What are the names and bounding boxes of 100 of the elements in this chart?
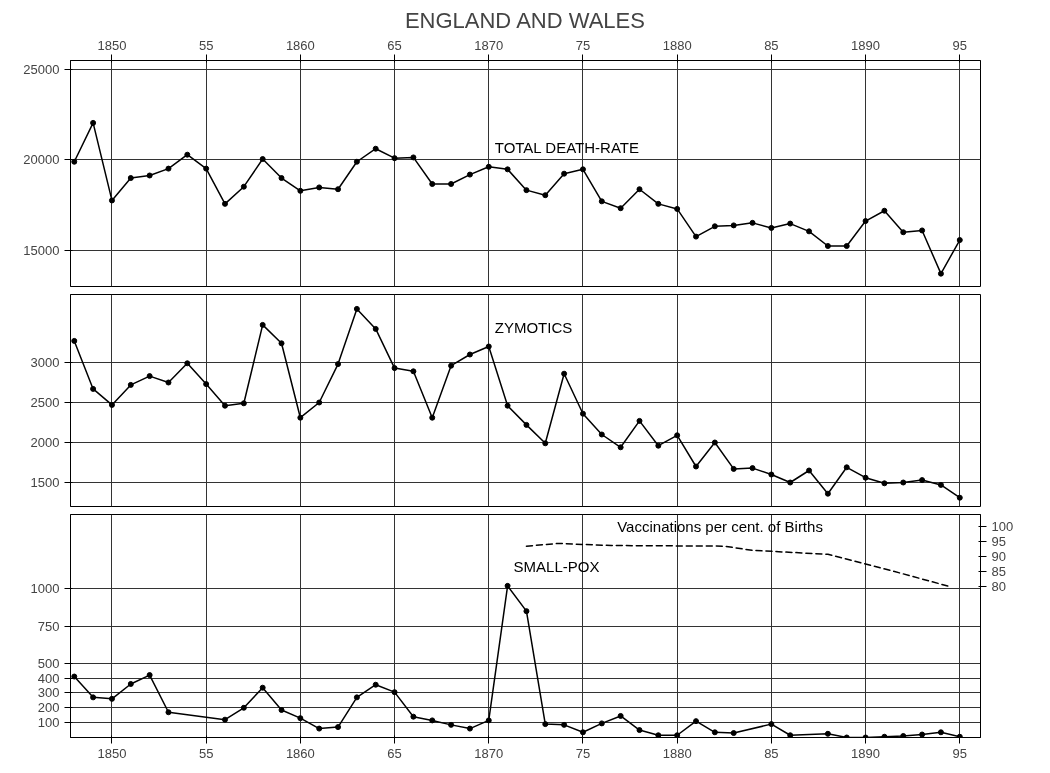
point <box>353 694 360 701</box>
point <box>523 187 530 194</box>
point <box>937 481 944 488</box>
x-tick-label: 65 <box>387 37 402 53</box>
point <box>523 421 530 428</box>
point <box>900 229 907 236</box>
x-tick-label: 1880 <box>662 745 692 761</box>
point <box>448 180 455 187</box>
point <box>485 717 492 724</box>
point <box>316 184 323 191</box>
point <box>542 192 549 199</box>
point <box>90 119 97 126</box>
point <box>240 183 247 190</box>
point <box>561 721 568 728</box>
y-tick-label: 15000 <box>23 242 60 258</box>
point <box>881 480 888 487</box>
point <box>881 733 888 738</box>
point <box>806 467 813 474</box>
point <box>617 205 624 212</box>
point <box>466 725 473 732</box>
point <box>316 399 323 406</box>
point <box>391 365 398 372</box>
point <box>184 151 191 158</box>
point <box>523 608 530 615</box>
point <box>636 727 643 734</box>
point <box>579 729 586 736</box>
x-tick-label: 95 <box>952 745 968 761</box>
point <box>448 362 455 369</box>
y2-tick-label: 80 <box>991 579 1006 595</box>
y-tick-label: 100 <box>37 715 60 731</box>
series-label: ZYMOTICS <box>494 318 573 336</box>
point <box>787 220 794 227</box>
y-tick-label: 2500 <box>30 395 60 410</box>
y-tick-label: 750 <box>37 618 60 634</box>
point <box>127 175 134 182</box>
point <box>391 689 398 696</box>
y-tick-label: 200 <box>37 700 60 716</box>
point <box>862 218 869 225</box>
point <box>768 471 775 478</box>
y-tick-label: 400 <box>37 670 60 686</box>
point <box>221 200 228 207</box>
point <box>297 414 304 421</box>
point <box>108 401 115 408</box>
x-tick-label: 1890 <box>851 745 881 761</box>
point <box>579 166 586 173</box>
point <box>598 720 605 727</box>
x-tick-label: 55 <box>198 37 214 53</box>
y2-tick-label: 100 <box>991 519 1014 535</box>
point <box>71 158 78 165</box>
point <box>372 325 379 332</box>
point <box>221 716 228 723</box>
point <box>655 442 662 449</box>
y-tick-label: 1500 <box>30 475 60 490</box>
point <box>71 337 78 344</box>
y-tick-label: 3000 <box>30 355 60 370</box>
y-tick-label: 300 <box>37 685 60 701</box>
x-tick-label: 1890 <box>851 37 881 53</box>
point <box>335 724 342 731</box>
point <box>466 171 473 178</box>
point <box>316 725 323 732</box>
chart-title: ENGLAND AND WALES <box>404 7 645 33</box>
point <box>956 237 963 244</box>
x-tick-label: 1870 <box>474 745 504 761</box>
point <box>787 732 794 738</box>
point <box>240 400 247 407</box>
point <box>561 370 568 377</box>
point <box>278 707 285 713</box>
point <box>768 224 775 231</box>
point <box>579 410 586 417</box>
point <box>674 205 681 212</box>
x-tick-label: 55 <box>198 745 214 761</box>
x-tick-label: 1860 <box>285 37 315 53</box>
point <box>90 694 97 701</box>
point <box>429 180 436 187</box>
point <box>203 165 210 172</box>
y2-tick-label: 90 <box>991 549 1006 565</box>
point <box>504 166 511 173</box>
point <box>429 414 436 421</box>
point <box>843 243 850 249</box>
point <box>693 463 700 470</box>
point <box>749 465 756 472</box>
point <box>504 582 511 589</box>
point <box>184 360 191 367</box>
point <box>146 672 153 679</box>
x-tick-label: 1860 <box>285 745 315 761</box>
point <box>448 721 455 728</box>
point <box>391 155 398 162</box>
point <box>353 305 360 312</box>
point <box>165 165 172 172</box>
x-tick-label: 75 <box>575 37 591 53</box>
x-tick-label: 95 <box>952 37 968 53</box>
point <box>335 186 342 193</box>
point <box>259 684 266 691</box>
point <box>259 321 266 328</box>
point <box>127 680 134 687</box>
point <box>278 175 285 182</box>
x-tick-label: 1870 <box>474 37 504 53</box>
point <box>937 270 944 277</box>
point <box>410 368 417 375</box>
x-tick-label: 1880 <box>662 37 692 53</box>
